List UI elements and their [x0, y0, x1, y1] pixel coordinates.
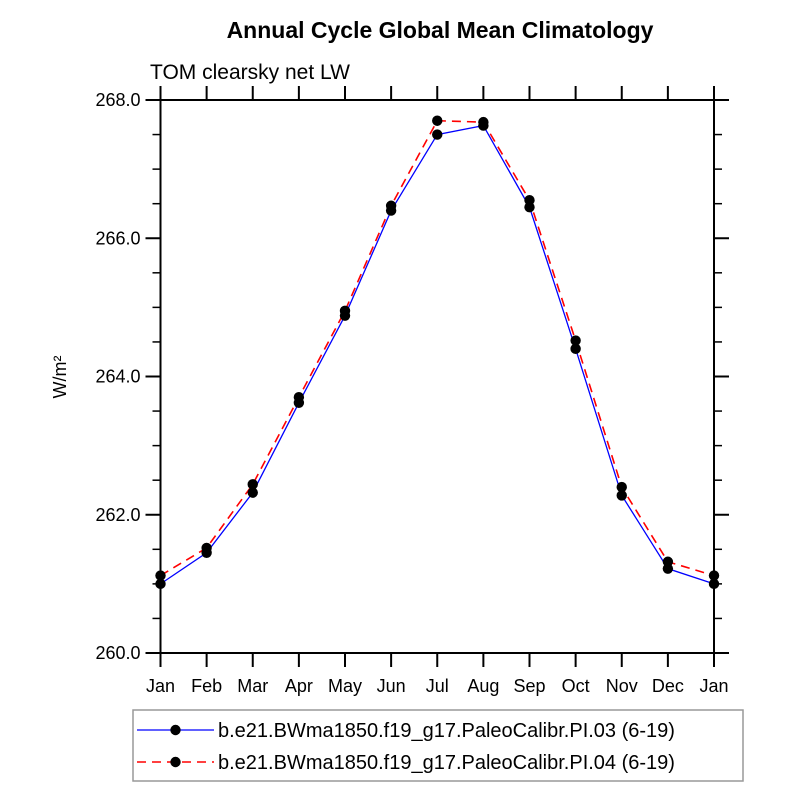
legend-entry-label-1: b.e21.BWma1850.f19_g17.PaleoCalibr.PI.04… — [218, 752, 675, 774]
data-point-marker — [155, 570, 166, 581]
y-tick-label: 260.0 — [95, 643, 140, 663]
data-point-marker — [247, 487, 258, 498]
legend-marker-1 — [170, 756, 181, 768]
x-tick-label: Apr — [285, 676, 313, 696]
x-tick-label: Jan — [146, 676, 175, 696]
data-point-marker — [662, 556, 674, 567]
series-line-0 — [160, 124, 715, 585]
y-tick-label: 266.0 — [95, 228, 140, 248]
data-point-marker — [339, 305, 351, 317]
x-tick-label: Oct — [562, 676, 590, 696]
y-tick-label: 264.0 — [95, 367, 140, 387]
legend-marker-0 — [170, 724, 181, 736]
data-point-marker — [570, 335, 581, 346]
x-tick-label: Mar — [237, 676, 268, 696]
series-line-1 — [160, 119, 715, 577]
legend-box — [132, 709, 744, 782]
data-point-marker — [570, 343, 581, 355]
data-point-marker — [616, 490, 627, 501]
plot-layer: Jan Feb Mar Apr May Jun Jul Aug Sep Oct Nov Dec Jan 2… — [95, 86, 744, 782]
y-tick-label: 262.0 — [95, 505, 140, 525]
x-tick-label: Aug — [467, 676, 499, 696]
x-tick-label: May — [328, 676, 362, 696]
data-point-marker — [616, 481, 627, 493]
data-point-marker — [293, 392, 305, 403]
data-point-marker — [708, 578, 720, 590]
chart-title: Annual Cycle Global Mean Climatology — [227, 17, 654, 43]
x-tick-label: Nov — [606, 676, 638, 696]
plot-border — [159, 99, 715, 654]
data-point-marker — [385, 200, 397, 211]
x-tick-label: Sep — [513, 676, 545, 696]
y-tick-label: 268.0 — [95, 90, 140, 110]
data-point-marker — [432, 129, 443, 140]
x-tick-label: Jul — [426, 676, 449, 696]
x-tick-label: Dec — [652, 676, 684, 696]
legend-entry-label-0: b.e21.BWma1850.f19_g17.PaleoCalibr.PI.03… — [218, 720, 675, 742]
data-point-marker — [708, 570, 720, 581]
data-point-marker — [155, 578, 166, 590]
data-point-marker — [247, 479, 258, 490]
data-point-marker — [432, 115, 443, 126]
y-axis-title: W/m² — [50, 356, 70, 399]
data-point-marker — [524, 195, 535, 206]
x-tick-label: Jan — [699, 676, 728, 696]
chart-subtitle: TOM clearsky net LW — [150, 61, 350, 84]
x-tick-label: Feb — [191, 676, 222, 696]
x-tick-label: Jun — [377, 676, 406, 696]
data-point-marker — [201, 542, 212, 554]
data-point-marker — [478, 116, 489, 128]
